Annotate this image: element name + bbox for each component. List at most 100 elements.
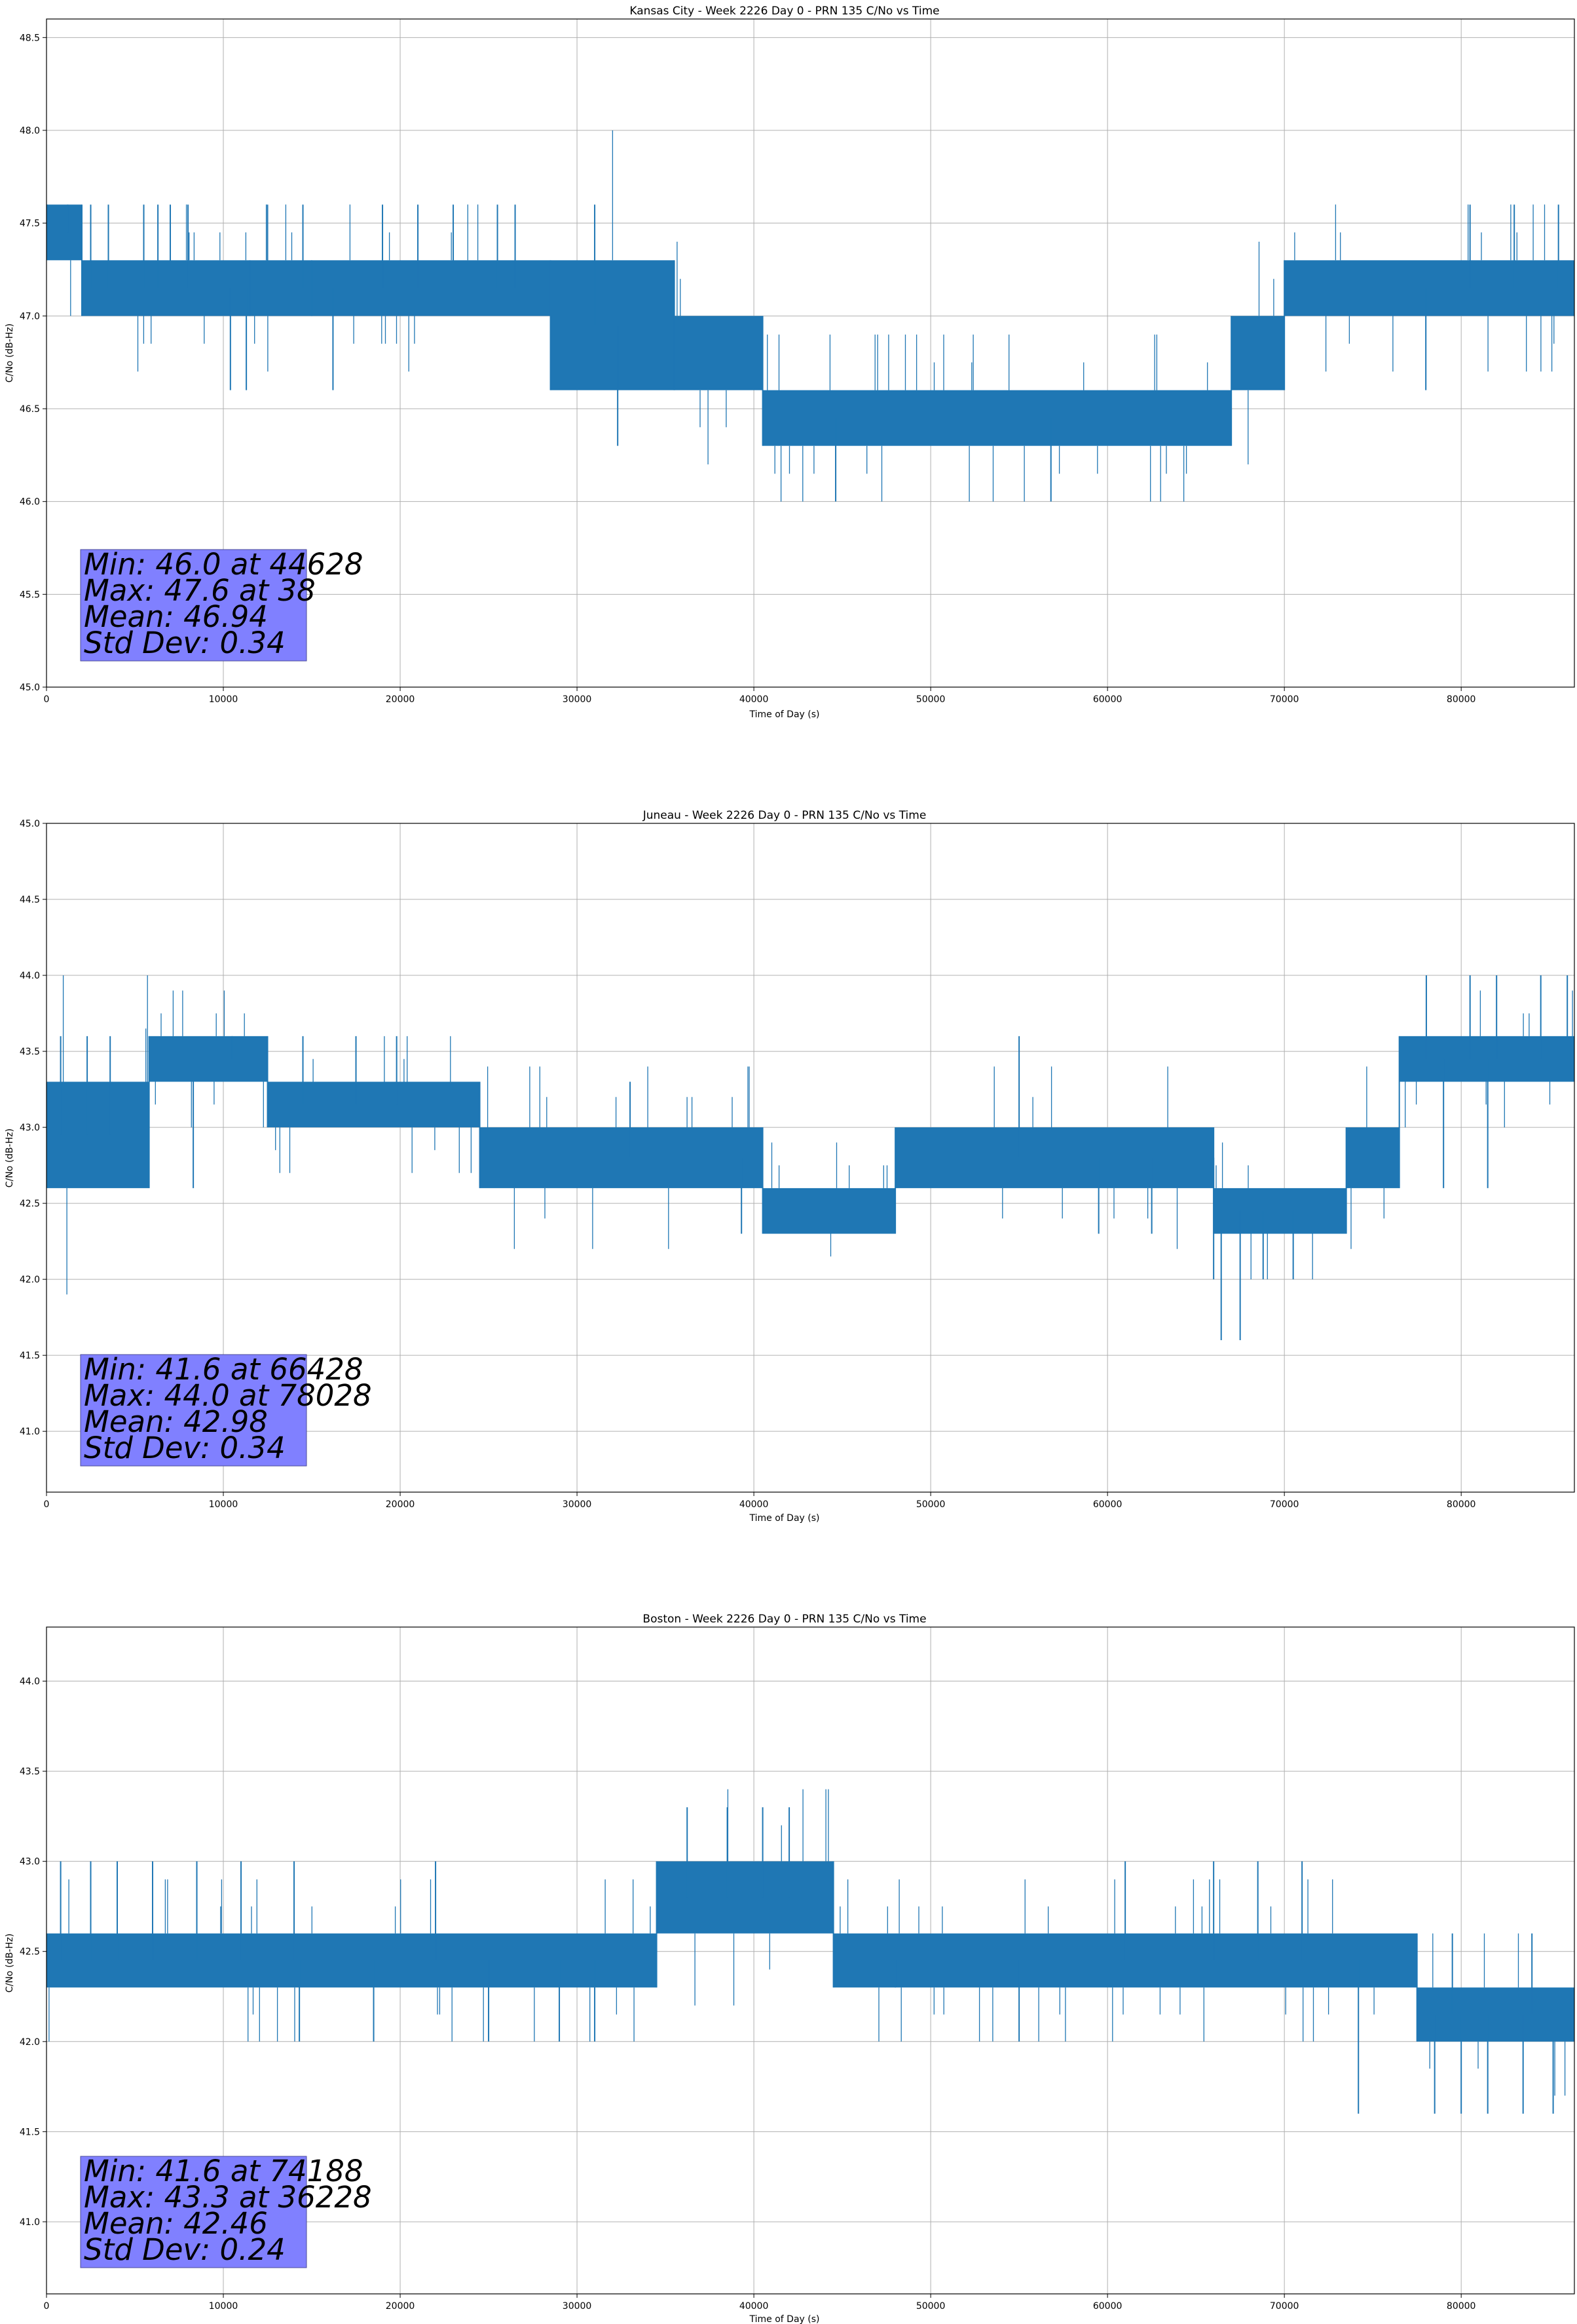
y-tick-label: 41.5 <box>20 2127 40 2137</box>
y-tick-label: 47.5 <box>20 219 40 229</box>
y-tick-label: 42.0 <box>20 2037 40 2048</box>
series-band <box>656 1861 834 1934</box>
series-band <box>267 1081 480 1128</box>
chart-title: Juneau - Week 2226 Day 0 - PRN 135 C/No … <box>642 809 927 822</box>
series-ragged-edge <box>1350 1066 1384 1249</box>
x-tick-label: 50000 <box>916 694 946 705</box>
y-tick-label: 43.0 <box>20 1123 40 1133</box>
series-band <box>550 260 675 390</box>
stats-line: Min: 46.0 at 44628 <box>84 547 363 582</box>
y-tick-label: 43.5 <box>20 1767 40 1777</box>
x-tick-label: 30000 <box>563 694 592 705</box>
series-band <box>46 1081 149 1188</box>
series-band <box>82 260 250 316</box>
series-ragged-edge <box>137 204 247 372</box>
x-tick-label: 0 <box>44 2301 50 2312</box>
series-ragged-edge <box>349 204 479 372</box>
plot-frame <box>46 18 1575 688</box>
y-tick-label: 44.0 <box>20 1677 40 1687</box>
y-tick-label: 48.5 <box>20 33 40 43</box>
x-tick-label: 30000 <box>563 1499 592 1510</box>
series-band <box>1231 316 1285 390</box>
plot-frame <box>46 823 1575 1493</box>
stats-line: Min: 41.6 at 74188 <box>84 2154 363 2188</box>
y-tick-label: 48.0 <box>20 126 40 136</box>
chart-panel-juneau: Juneau - Week 2226 Day 0 - PRN 135 C/No … <box>5 809 1575 1524</box>
series-band <box>895 1127 1214 1188</box>
series-band <box>46 204 83 261</box>
stats-line: Mean: 42.46 <box>84 2206 268 2241</box>
y-tick-label: 44.5 <box>20 895 40 905</box>
series-ragged-edge <box>254 204 293 372</box>
series-band <box>46 1933 657 1988</box>
chart-panel-kansas-city: Kansas City - Week 2226 Day 0 - PRN 135 … <box>5 5 1575 720</box>
stats-line: Max: 43.3 at 36228 <box>84 2180 372 2215</box>
x-tick-label: 70000 <box>1270 694 1299 705</box>
series-band <box>1417 1987 1574 2042</box>
x-tick-label: 50000 <box>916 2301 946 2312</box>
stats-line: Std Dev: 0.34 <box>84 626 286 660</box>
y-tick-label: 42.0 <box>20 1275 40 1285</box>
series-ragged-edge <box>487 1066 750 1249</box>
x-axis-label: Time of Day (s) <box>749 709 820 720</box>
y-tick-label: 41.0 <box>20 2217 40 2228</box>
plot-frame <box>46 1626 1575 2295</box>
y-tick-label: 42.5 <box>20 1199 40 1209</box>
x-axis-label: Time of Day (s) <box>749 2314 820 2324</box>
y-tick-label: 47.0 <box>20 311 40 322</box>
y-tick-label: 41.0 <box>20 1427 40 1437</box>
series-ragged-edge <box>993 1066 1178 1249</box>
series-band <box>149 1036 268 1082</box>
series-ragged-edge <box>840 1879 1375 2042</box>
chart-title: Kansas City - Week 2226 Day 0 - PRN 135 … <box>629 5 939 18</box>
series-band <box>250 260 312 316</box>
x-tick-label: 40000 <box>739 694 769 705</box>
series-band <box>762 1188 896 1234</box>
x-axis-ticks: 0 10000 20000 30000 40000 50000 60000 70000 8000… <box>44 1492 1476 1510</box>
x-tick-label: 20000 <box>386 2301 415 2312</box>
y-tick-label: 45.0 <box>20 819 40 829</box>
cno-series-line <box>46 130 1574 502</box>
x-tick-label: 80000 <box>1447 1499 1476 1510</box>
series-ragged-edge <box>1294 204 1555 372</box>
stats-line: Mean: 42.98 <box>84 1404 268 1439</box>
stats-box <box>80 549 307 662</box>
x-tick-label: 50000 <box>916 1499 946 1510</box>
x-tick-label: 10000 <box>209 2301 238 2312</box>
x-tick-label: 60000 <box>1093 694 1122 705</box>
x-axis-label: Time of Day (s) <box>749 1513 820 1524</box>
stats-box <box>80 1354 307 1467</box>
x-tick-label: 40000 <box>739 1499 769 1510</box>
y-axis-label: C/No (dB-Hz) <box>5 1934 15 1993</box>
stats-line: Std Dev: 0.24 <box>84 2232 286 2267</box>
x-tick-label: 10000 <box>209 1499 238 1510</box>
stats-line: Std Dev: 0.34 <box>84 1431 286 1465</box>
chart-panel-boston: Boston - Week 2226 Day 0 - PRN 135 C/No … <box>5 1613 1575 2324</box>
x-tick-label: 60000 <box>1093 1499 1122 1510</box>
x-axis-ticks: 0 10000 20000 30000 40000 50000 60000 70000 8000… <box>44 687 1475 705</box>
series-ragged-edge <box>1405 990 1573 1128</box>
series-ragged-edge <box>48 1879 651 2042</box>
series-band <box>1214 1188 1346 1234</box>
x-tick-label: 30000 <box>563 2301 592 2312</box>
x-tick-label: 20000 <box>386 694 415 705</box>
stats-line: Max: 47.6 at 38 <box>84 573 316 608</box>
chart-title: Boston - Week 2226 Day 0 - PRN 135 C/No … <box>642 1613 926 1626</box>
y-tick-label: 44.0 <box>20 971 40 981</box>
series-ragged-edge <box>1215 1142 1313 1280</box>
series-ragged-edge <box>1429 1933 1566 2096</box>
series-band <box>1284 260 1574 316</box>
stats-line: Max: 44.0 at 78028 <box>84 1378 372 1413</box>
x-tick-label: 70000 <box>1270 1499 1299 1510</box>
series-band <box>762 390 1232 446</box>
series-ragged-edge <box>155 990 264 1128</box>
series-ragged-edge <box>767 334 1208 502</box>
y-axis-ticks: 45.0 45.5 46.0 46.5 47.0 47.5 48.0 48.5 <box>20 33 46 693</box>
y-tick-label: 46.5 <box>20 404 40 415</box>
y-tick-label: 43.0 <box>20 1857 40 1867</box>
series-ragged-edge <box>1248 242 1274 464</box>
y-tick-label: 43.5 <box>20 1047 40 1057</box>
